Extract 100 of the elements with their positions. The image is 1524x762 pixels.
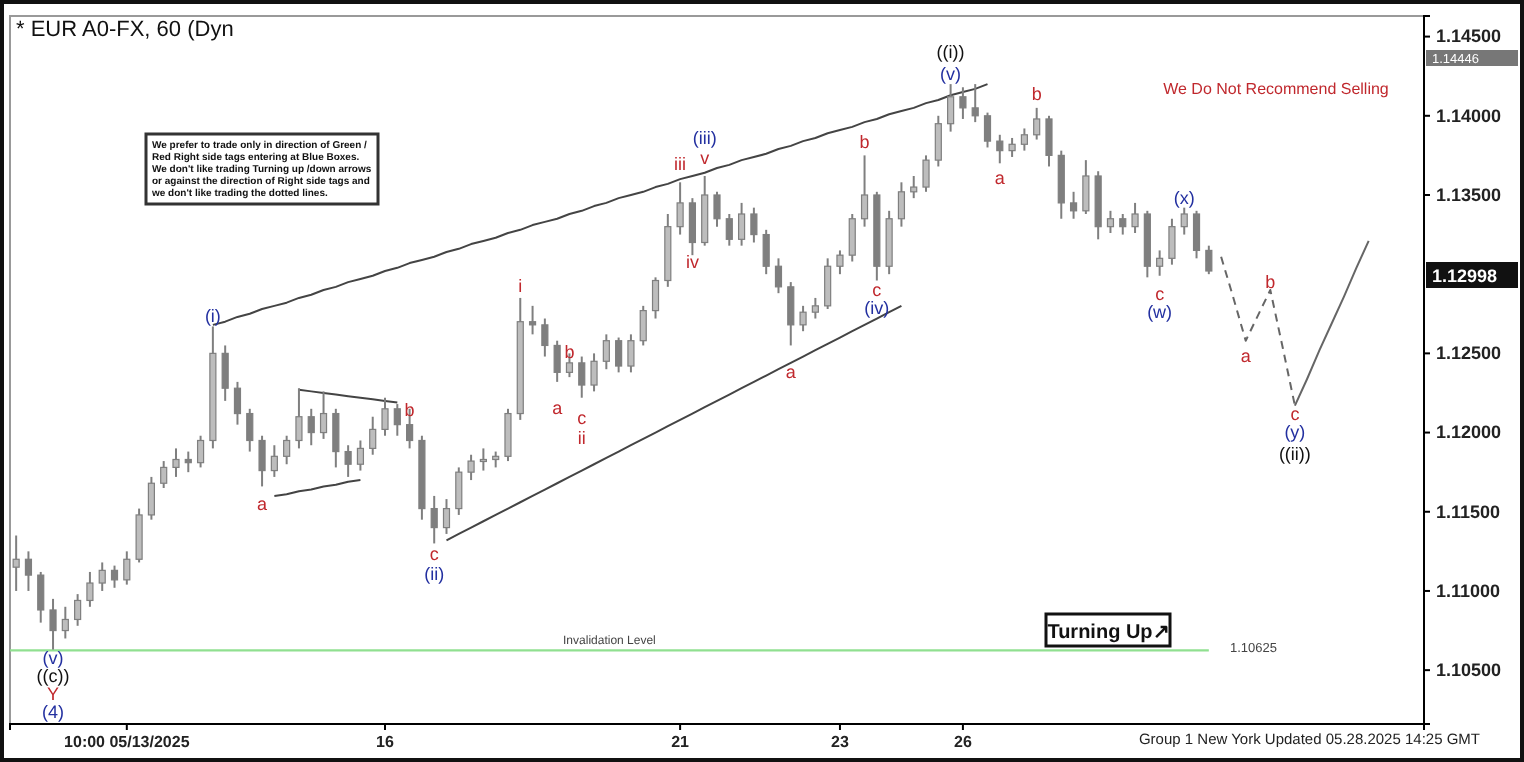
annotation: iii [674,154,687,175]
annotation: (w) [1147,302,1173,323]
candlestick [528,304,537,336]
x-tick-label: 21 [671,733,691,752]
candlestick [196,434,205,469]
candlestick [590,352,598,393]
candlestick [442,498,451,535]
x-tick-label: 10:00 05/13/2025 [64,733,191,752]
candlestick [246,407,254,453]
candlestick [1106,209,1115,234]
candlestick [713,190,721,228]
annotation: v [700,148,711,169]
candlestick [774,257,783,295]
line-series [273,479,362,497]
candlestick [74,593,82,627]
annotation: (v) [940,64,962,85]
line-series [297,388,399,404]
candlestick [12,534,20,592]
candlestick [811,296,819,320]
candlestick [1057,149,1065,220]
candlestick [983,111,992,149]
candlestick [135,507,143,564]
candlestick [369,415,377,456]
annotation: b [1265,272,1276,293]
candlestick [824,257,832,311]
candlestick [848,212,856,263]
line-series [445,304,903,542]
y-tick-label: 1.11000 [1436,580,1501,601]
candlestick [922,154,930,193]
candlestick [147,475,155,521]
candlestick [467,453,475,482]
candlestick [160,460,168,489]
candlestick [319,390,328,440]
annotation: (4) [42,702,65,723]
candlestick [725,212,733,247]
candlestick [737,201,746,247]
candlestick [1045,114,1053,168]
annotation: (iii) [692,128,717,149]
candlestick [885,209,893,276]
candlestick [1008,136,1016,158]
candlestick [1020,127,1028,152]
candlestick [307,407,315,447]
candlestick [1168,217,1176,266]
candlestick [836,249,844,276]
candlestick [996,133,1004,165]
candlestick [860,154,869,228]
annotation: b [1031,84,1042,105]
candlestick [283,434,291,466]
candlestick [37,570,45,624]
x-tick-label: 16 [376,733,396,752]
candlestick [258,434,266,488]
candlestick [1156,249,1164,277]
annotation: a [552,398,563,419]
candlestick [1033,106,1041,141]
y-tick-label: 1.11500 [1436,501,1501,522]
x-tick-label: 26 [954,733,973,752]
annotation: c [872,280,883,301]
candlestick [233,380,242,426]
candlestick [553,339,561,383]
annotation: Turning Up↗ [1047,622,1169,644]
text: 1.12998 [1432,266,1498,286]
annotation: b [564,342,575,363]
candlestick [49,597,57,651]
candlestick [910,174,918,200]
candlestick [110,564,119,589]
annotation: ii [577,428,586,449]
candlestick [455,466,463,516]
candlestick [651,276,660,320]
annotation: (ii) [424,564,445,585]
y-tick-label: 1.10500 [1436,659,1502,680]
candlestick [172,447,180,478]
candlestick [270,444,278,478]
annotation: a [785,362,796,383]
candlestick [971,83,979,124]
annotation: a [1240,346,1251,367]
annotation: ((i)) [936,42,965,63]
annotation: c [577,408,588,429]
candlestick [479,447,487,472]
candlestick [627,333,635,374]
candlestick [787,281,795,347]
annotation: We Do Not Recommend Selling [1163,80,1389,98]
annotation: iv [685,252,700,273]
candlestick [676,181,684,236]
candlestick [799,304,807,333]
annotation: i [518,276,523,297]
candlestick [356,439,365,472]
annotation: (x) [1173,188,1195,209]
candlestick [541,317,549,358]
y-tick-label: 1.14000 [1436,105,1502,126]
annotation: a [994,168,1005,189]
candlestick [123,550,131,586]
annotation: c [1155,284,1166,305]
candlestick [61,605,69,640]
annotation: (v) [42,648,64,669]
candlestick [344,444,352,478]
candlestick [332,407,340,469]
candlestick [393,403,401,437]
candlestick [430,494,438,545]
candlestick [1131,201,1139,234]
candlestick [221,344,229,402]
